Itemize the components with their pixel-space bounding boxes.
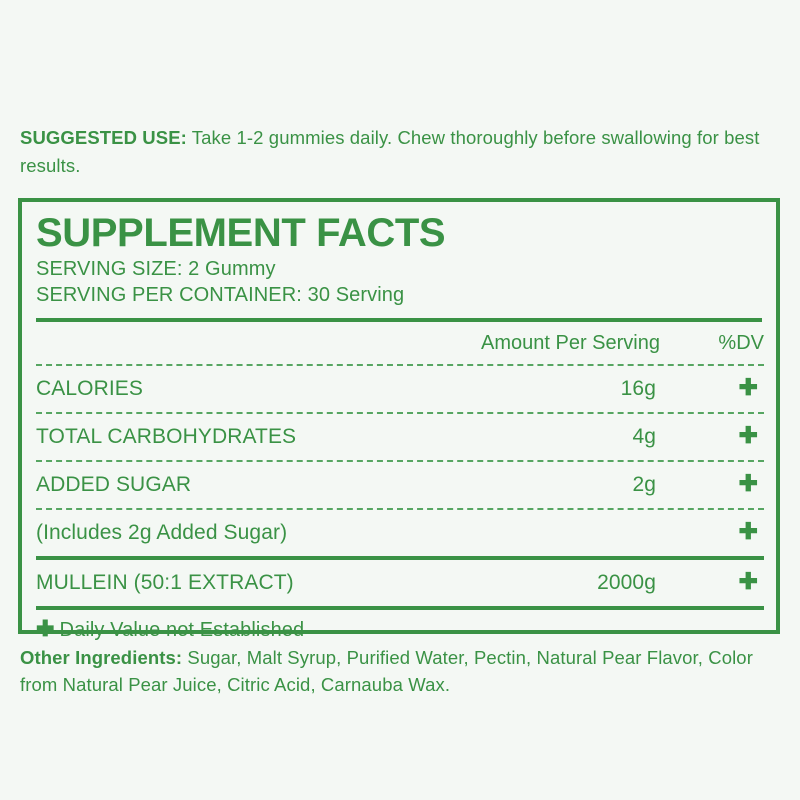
divider-solid [36,606,764,610]
other-ingredients-text: Sugar, Malt Syrup, Purified Water, Pecti… [20,647,753,695]
row-value: 2000g [597,571,656,594]
separator-row [36,556,764,560]
row-dv: ✚ [660,560,764,606]
row-dv: ✚ [660,366,764,412]
separator-row [36,412,764,414]
row-name: CALORIES [36,377,143,400]
divider-dashed [36,412,764,414]
row-dv: ✚ [660,414,764,460]
divider-dashed [36,460,764,462]
nutrition-table: Amount Per Serving %DV CALORIES 16g ✚ TO… [36,322,764,610]
header-cell-dv: %DV [718,332,764,354]
header-cell-amount: Amount Per Serving [481,332,660,354]
suggested-use-text: Take 1-2 gummies daily. Chew thoroughly … [20,127,760,176]
plus-icon: ✚ [738,422,758,448]
table-row: MULLEIN (50:1 EXTRACT) 2000g ✚ [36,560,764,606]
row-name: ADDED SUGAR [36,473,192,496]
table-row: CALORIES 16g ✚ [36,366,764,412]
separator-row [36,364,764,366]
table-row: (Includes 2g Added Sugar) ✚ [36,510,764,556]
footnote-text: Daily Value not Established [59,619,305,641]
serving-size-line: SERVING SIZE: 2 Gummy [36,258,276,280]
panel-title: SUPPLEMENT FACTS [36,211,446,255]
row-value: 2g [632,473,656,496]
plus-icon: ✚ [738,518,758,544]
divider-dashed [36,508,764,510]
row-dv: ✚ [660,510,764,556]
suggested-use-paragraph: SUGGESTED USE: Take 1-2 gummies daily. C… [20,124,782,180]
plus-icon: ✚ [738,374,758,400]
plus-icon: ✚ [738,470,758,496]
serving-per-container-line: SERVING PER CONTAINER: 30 Serving [36,284,405,306]
divider-dashed [36,364,764,366]
divider-top-solid [36,318,762,322]
plus-icon: ✚ [36,616,55,641]
separator-row [36,460,764,462]
row-name: (Includes 2g Added Sugar) [36,521,288,544]
row-value: 4g [632,425,656,448]
table-row: TOTAL CARBOHYDRATES 4g ✚ [36,414,764,460]
suggested-use-label: SUGGESTED USE: [20,127,187,148]
table-row: ADDED SUGAR 2g ✚ [36,462,764,508]
row-name: TOTAL CARBOHYDRATES [36,425,297,448]
row-dv: ✚ [660,462,764,508]
other-ingredients-label: Other Ingredients: [20,647,183,668]
row-value [468,510,660,556]
header-cell-name [36,322,468,364]
row-name: MULLEIN (50:1 EXTRACT) [36,571,294,594]
footnote-line: ✚ Daily Value not Established [36,610,762,650]
divider-solid [36,556,764,560]
table-header-row: Amount Per Serving %DV [36,322,764,364]
plus-icon: ✚ [738,568,758,594]
row-value: 16g [620,377,656,400]
separator-row [36,606,764,610]
supplement-facts-panel: SUPPLEMENT FACTS SERVING SIZE: 2 Gummy S… [18,198,780,641]
other-ingredients-paragraph: Other Ingredients: Sugar, Malt Syrup, Pu… [20,644,788,698]
separator-row [36,508,764,510]
